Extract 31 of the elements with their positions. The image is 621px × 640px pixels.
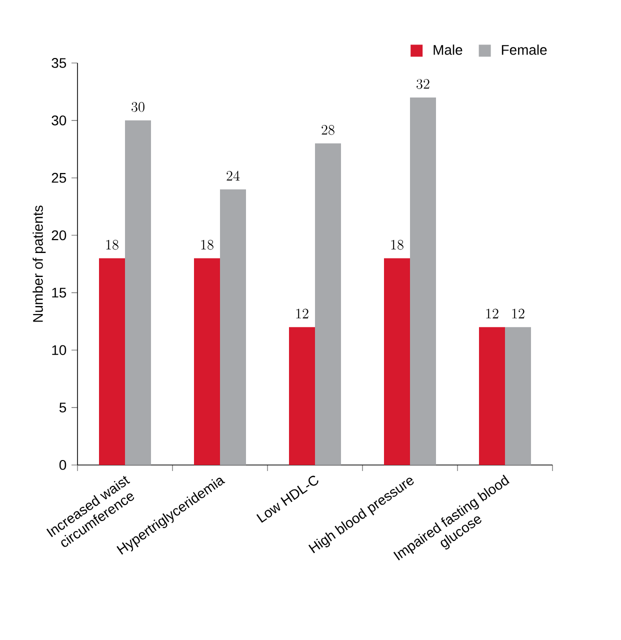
bar xyxy=(384,258,410,465)
data-label: 18 xyxy=(106,240,118,250)
y-tick-label: 25 xyxy=(52,172,66,183)
y-tick-label: 35 xyxy=(52,58,66,68)
y-tick-label: 15 xyxy=(52,288,66,298)
y-tick-label: 20 xyxy=(52,230,66,240)
data-label: 18 xyxy=(201,240,214,250)
data-label: 30 xyxy=(132,102,144,112)
bar xyxy=(288,327,315,465)
legend-label: Female xyxy=(502,44,547,55)
bar xyxy=(125,120,151,465)
data-label: 12 xyxy=(512,308,524,318)
legend-label: Male xyxy=(434,44,462,55)
data-label: 32 xyxy=(416,79,430,89)
data-label: 12 xyxy=(486,308,498,318)
bar xyxy=(504,327,531,465)
data-label: 12 xyxy=(296,308,308,318)
y-tick-label: 0 xyxy=(59,460,66,470)
data-label: 18 xyxy=(391,240,404,250)
bar xyxy=(194,258,220,465)
data-label: 24 xyxy=(226,170,240,180)
bar xyxy=(314,143,341,465)
data-label: 28 xyxy=(322,125,334,135)
y-tick-label: 30 xyxy=(52,115,66,126)
bar xyxy=(478,327,505,465)
y-tick-label: 5 xyxy=(59,402,66,412)
y-tick-label: 10 xyxy=(52,345,66,356)
bar xyxy=(220,189,246,465)
y-axis-title: Number of patients xyxy=(32,206,46,322)
bar xyxy=(99,258,125,465)
bar xyxy=(410,97,436,465)
